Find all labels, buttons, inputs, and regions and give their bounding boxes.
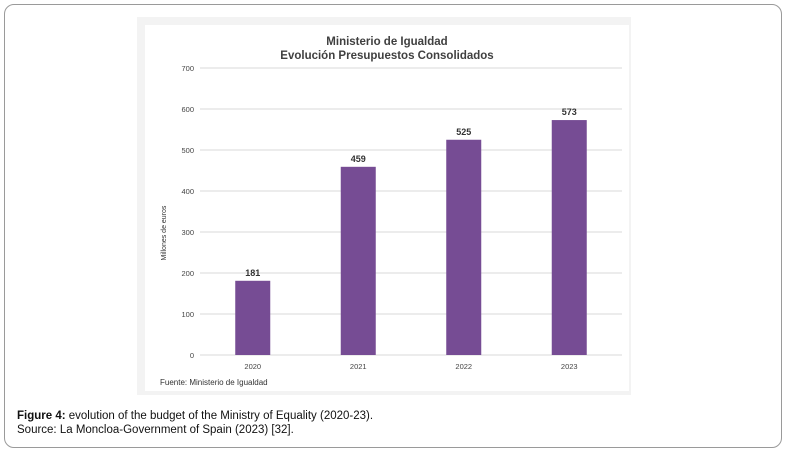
data-label: 181: [245, 268, 260, 278]
chart-subtitle: Evolución Presupuestos Consolidados: [280, 50, 494, 62]
caption-source: Source: La Moncloa-Government of Spain (…: [17, 424, 294, 436]
y-tick-label: 600: [181, 105, 194, 114]
y-tick-label: 400: [181, 187, 194, 196]
source-note: Fuente: Ministerio de Igualdad: [160, 378, 268, 387]
bar: [340, 166, 376, 355]
bar: [235, 280, 271, 355]
caption-label: Figure 4:: [17, 410, 66, 422]
y-tick-label: 0: [190, 351, 194, 360]
data-label: 573: [562, 107, 577, 117]
x-tick-label: 2021: [350, 362, 367, 371]
bar: [551, 120, 587, 355]
caption-text: evolution of the budget of the Ministry …: [65, 410, 374, 422]
y-axis-label: Millones de euros: [161, 205, 168, 260]
figure-caption: Figure 4: evolution of the budget of the…: [17, 409, 373, 437]
chart-panel: Ministerio de Igualdad Evolución Presupu…: [137, 17, 631, 395]
y-tick-label: 700: [181, 64, 194, 73]
caption-line: Figure 4: evolution of the budget of the…: [17, 409, 373, 423]
chart-title: Ministerio de Igualdad: [326, 36, 448, 48]
y-tick-label: 200: [181, 269, 194, 278]
x-tick-label: 2020: [244, 362, 261, 371]
y-tick-label: 100: [181, 310, 194, 319]
data-label: 459: [351, 154, 366, 164]
x-tick-label: 2023: [561, 362, 578, 371]
x-tick-label: 2022: [455, 362, 472, 371]
chart-area: Ministerio de Igualdad Evolución Presupu…: [145, 25, 629, 391]
bar: [446, 139, 482, 355]
y-tick-label: 500: [181, 146, 194, 155]
bar-chart: 0 100 200 300 400 500 600 700 181 2020 459 2021 525 2…: [160, 64, 622, 387]
data-label: 525: [456, 127, 471, 137]
y-tick-label: 300: [181, 228, 194, 237]
